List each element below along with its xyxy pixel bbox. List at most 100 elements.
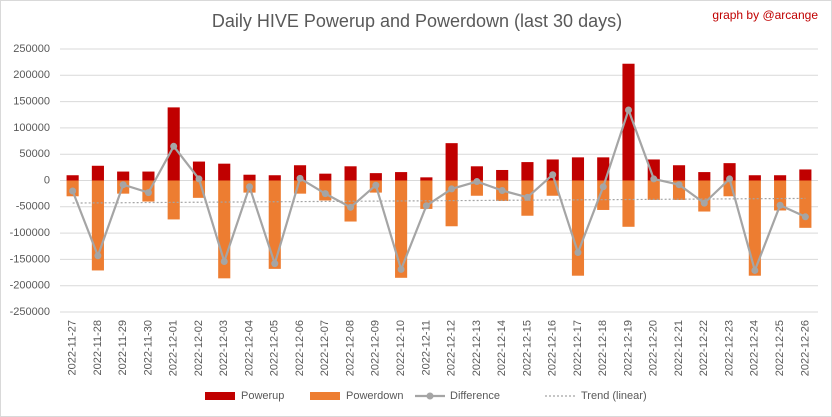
bar	[91, 165, 104, 181]
bar	[698, 172, 711, 181]
marker	[397, 265, 405, 273]
bar	[470, 180, 483, 196]
x-tick-label: 2022-12-09	[370, 320, 382, 376]
bar	[268, 175, 281, 181]
bar	[774, 180, 787, 211]
y-tick-label: -150000	[10, 253, 50, 265]
marker	[675, 181, 683, 189]
x-tick-label: 2022-12-01	[168, 320, 180, 376]
x-tick-label: 2022-12-21	[673, 320, 685, 376]
x-tick-label: 2022-12-07	[319, 320, 331, 376]
bar	[774, 175, 787, 181]
marker	[650, 175, 658, 183]
marker	[271, 260, 279, 268]
marker	[523, 193, 531, 201]
x-tick-label: 2022-12-12	[446, 320, 458, 376]
bar	[395, 172, 408, 181]
y-tick-label: -200000	[10, 280, 50, 292]
x-tick-label: 2022-11-28	[92, 320, 104, 375]
y-tick-label: 150000	[13, 96, 50, 108]
x-tick-label: 2022-12-05	[269, 320, 281, 376]
marker	[751, 266, 759, 274]
marker	[599, 183, 607, 191]
line	[71, 106, 806, 274]
marker	[801, 213, 809, 221]
marker	[69, 187, 77, 195]
bar	[571, 180, 585, 276]
x-tick-label: 2022-11-29	[117, 320, 129, 375]
legend-label: Difference	[450, 390, 500, 402]
x-tick-label: 2022-12-13	[471, 320, 483, 376]
bar	[496, 169, 509, 181]
marker	[726, 175, 734, 183]
marker	[170, 142, 178, 150]
x-tick-label: 2022-12-19	[622, 320, 634, 376]
y-tick-label: -50000	[16, 201, 50, 213]
y-tick-label: 100000	[13, 122, 50, 134]
marker	[296, 174, 304, 182]
x-tick-label: 2022-12-04	[243, 320, 255, 376]
x-tick-label: 2022-12-15	[521, 320, 533, 376]
y-tick-label: 0	[44, 174, 50, 186]
bar	[799, 180, 812, 228]
x-tick-label: 2022-12-22	[698, 320, 710, 376]
bar	[799, 169, 812, 181]
x-tick-label: 2022-11-30	[142, 320, 154, 375]
y-tick-label: 250000	[13, 43, 50, 55]
marker	[246, 183, 253, 191]
bar	[369, 173, 382, 181]
bar	[66, 175, 79, 181]
x-tick-label: 2022-12-25	[774, 320, 786, 376]
marker	[473, 178, 481, 186]
marker	[144, 189, 152, 197]
legend-swatch	[205, 392, 235, 400]
x-tick-label: 2022-12-02	[193, 320, 205, 376]
x-tick-label: 2022-12-06	[294, 320, 306, 376]
x-tick-label: 2022-11-27	[67, 320, 79, 375]
marker	[549, 171, 557, 179]
bar	[748, 180, 761, 276]
bar	[647, 159, 660, 181]
bar	[622, 180, 635, 227]
bar	[192, 180, 206, 198]
x-tick-label: 2022-12-11	[420, 320, 432, 375]
x-tick-label: 2022-12-14	[496, 320, 508, 376]
bar	[748, 175, 761, 181]
marker	[776, 201, 784, 209]
x-tick-label: 2022-12-03	[218, 320, 230, 376]
bar	[268, 180, 281, 269]
bar	[571, 157, 585, 181]
bar	[420, 177, 433, 181]
bar	[344, 166, 357, 181]
legend-swatch	[310, 392, 340, 400]
legend-label: Trend (linear)	[581, 390, 647, 402]
x-tick-label: 2022-12-26	[799, 320, 811, 376]
marker	[119, 181, 127, 189]
legend-label: Powerup	[241, 390, 284, 402]
marker	[498, 186, 506, 194]
marker	[448, 185, 456, 193]
marker	[94, 252, 102, 260]
x-tick-label: 2022-12-16	[547, 320, 559, 376]
x-tick-label: 2022-12-24	[749, 320, 761, 376]
marker	[321, 190, 329, 198]
bar	[521, 162, 534, 181]
x-tick-label: 2022-12-10	[395, 320, 407, 376]
y-tick-label: 50000	[19, 148, 50, 160]
bar	[420, 180, 433, 209]
legend-label: Powerdown	[346, 390, 403, 402]
marker	[195, 175, 203, 183]
bar	[395, 180, 408, 278]
credit: graph by @arcange	[712, 8, 818, 22]
y-tick-label: 200000	[13, 69, 50, 81]
legend-swatch	[426, 392, 434, 400]
y-tick-label: -100000	[10, 227, 50, 239]
marker	[625, 106, 632, 114]
bar	[243, 174, 256, 181]
bar	[117, 171, 130, 181]
marker	[422, 202, 430, 210]
bar	[470, 166, 483, 181]
bar	[647, 180, 660, 200]
x-tick-label: 2022-12-18	[597, 320, 609, 376]
